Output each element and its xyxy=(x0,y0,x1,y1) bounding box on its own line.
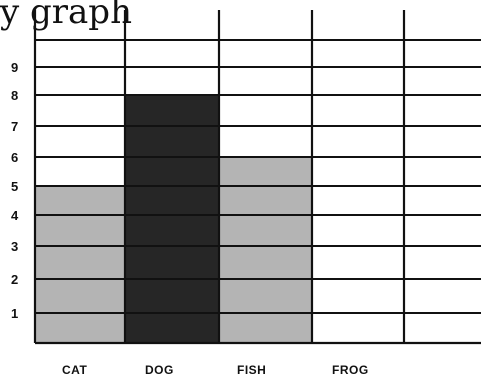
bar-fish xyxy=(220,157,311,343)
y-tick-label: 1 xyxy=(11,306,18,321)
x-category-label: FISH xyxy=(237,363,266,377)
y-tick-label: 5 xyxy=(11,179,18,194)
y-tick-label: 3 xyxy=(11,239,18,254)
x-axis-category-labels: CAT DOG FISH FROG xyxy=(62,363,369,377)
y-tick-label: 7 xyxy=(11,119,18,134)
x-category-label: FROG xyxy=(332,363,369,377)
bars-layer xyxy=(36,95,311,343)
y-axis-tick-labels: 1 2 3 4 5 6 7 8 9 xyxy=(11,60,19,321)
x-category-label: DOG xyxy=(145,363,174,377)
y-tick-label: 4 xyxy=(11,208,19,223)
grid-layer xyxy=(33,10,481,345)
y-tick-label: 8 xyxy=(11,88,18,103)
bar-cat xyxy=(36,186,124,343)
y-tick-label: 2 xyxy=(11,272,18,287)
graph-title-fragment: y graph xyxy=(0,0,132,32)
bar-dog xyxy=(126,95,218,343)
y-tick-label: 9 xyxy=(11,60,18,75)
x-category-label: CAT xyxy=(62,363,87,377)
y-tick-label: 6 xyxy=(11,150,18,165)
